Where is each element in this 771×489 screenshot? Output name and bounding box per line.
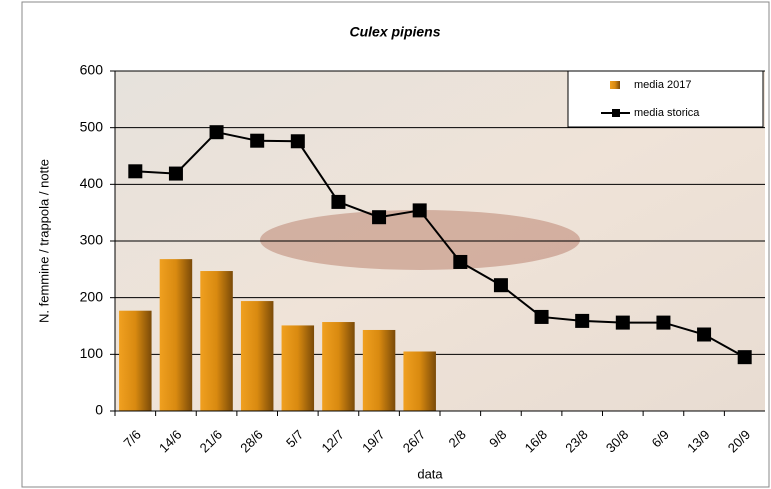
bar [159,259,193,411]
y-tick-label: 400 [80,175,104,191]
legend-label: media storica [634,107,700,119]
marker [737,350,752,365]
legend-box [567,70,764,128]
bar [281,325,315,411]
y-tick-label: 500 [80,118,104,134]
bar [403,351,436,411]
marker [615,315,630,330]
marker [128,164,143,179]
marker [372,210,387,225]
marker [290,134,305,149]
marker [209,125,224,140]
y-tick-label: 300 [80,232,104,248]
bar [362,329,396,411]
y-tick-label: 600 [80,62,104,78]
y-axis-label: N. femmine / trappola / notte [36,159,51,323]
chart-title: Culex pipiens [349,24,440,40]
marker [453,254,468,269]
bar [322,322,355,411]
y-tick-label: 200 [80,288,104,304]
bar [200,271,233,411]
legend-swatch [610,81,620,89]
x-axis-label: data [417,466,443,481]
marker [250,133,265,148]
photo-detail [260,210,580,270]
marker [575,313,590,328]
y-tick-label: 0 [95,402,103,418]
legend-label: media 2017 [634,79,692,91]
marker [534,309,549,324]
line [135,131,746,359]
bar [119,310,152,411]
marker [493,278,508,293]
marker [168,166,183,181]
legend-swatch [612,109,620,117]
marker [656,315,671,330]
marker [331,194,346,209]
marker [412,203,427,218]
y-tick-label: 100 [80,345,104,361]
marker [697,327,712,342]
bar [240,301,274,411]
